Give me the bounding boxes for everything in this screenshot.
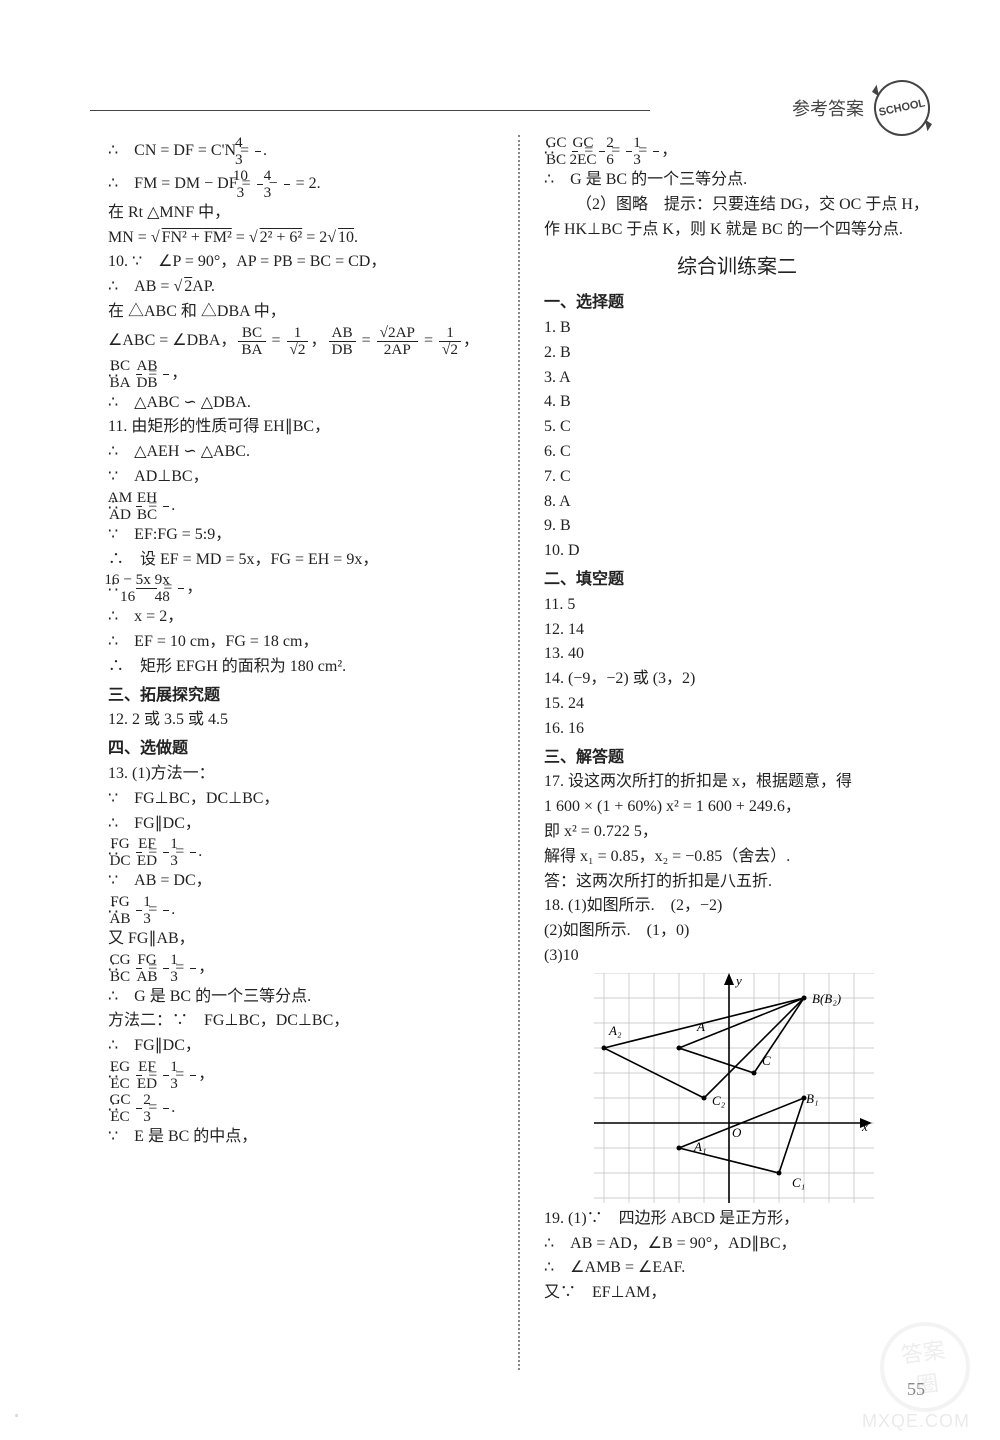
line: （2）图略 提示：只要连结 DG，交 OC 于点 H，	[544, 193, 930, 218]
line: ∴ FGDC = EFED = 13.	[108, 836, 494, 869]
answer-item: 11. 5	[544, 593, 930, 618]
line: ∴ FG∥DC，	[108, 812, 494, 837]
line: ∴ ∠AMB = ∠EAF.	[544, 1256, 930, 1281]
answer-item: 10. D	[544, 539, 930, 564]
subtitle: 综合训练案二	[544, 252, 930, 283]
header-rule	[90, 110, 650, 111]
line: 10. ∵ ∠P = 90°，AP = PB = BC = CD，	[108, 250, 494, 275]
line: MN = √FN² + FM² = √2² + 6² = 2√10.	[108, 226, 494, 251]
line: 19. (1)∵ 四边形 ABCD 是正方形，	[544, 1207, 930, 1232]
answer-item: 4. B	[544, 390, 930, 415]
svg-text:B₁: B₁	[806, 1091, 818, 1106]
line: ∠ABC = ∠DBA，BCBA = 1√2，ABDB = √2AP2AP = …	[108, 325, 494, 358]
answer-item: 13. 40	[544, 642, 930, 667]
answer-item: 2. B	[544, 341, 930, 366]
coordinate-figure: Ox y A A₁ A₂ B(B₂) B₁ C C₁ C₂	[594, 973, 874, 1203]
line: ∴ G 是 BC 的一个三等分点.	[108, 985, 494, 1010]
answer-item: 16. 16	[544, 717, 930, 742]
watermark-dot: ·	[12, 1398, 23, 1430]
line: ∴ △AEH ∽ △ABC.	[108, 440, 494, 465]
line: ∴ FM = DM − DF = 103 − 43 = 2.	[108, 168, 494, 201]
line: 17. 设这两次所打的折扣是 x，根据题意，得	[544, 770, 930, 795]
svg-text:C₂: C₂	[712, 1093, 726, 1108]
line: ∵ AB = DC，	[108, 869, 494, 894]
svg-text:A₁: A₁	[693, 1139, 706, 1154]
answer-item: 12. 14	[544, 618, 930, 643]
answer-item: 5. C	[544, 415, 930, 440]
line: ∴ AMAD = EHBC.	[108, 490, 494, 523]
content-columns: ∴ CN = DF = C'N = 43. ∴ FM = DM − DF = 1…	[108, 135, 930, 1370]
line: 答：这两次所打的折扣是八五折.	[544, 870, 930, 895]
line: ∴ GCBC = GC2EC = 26 = 13，	[544, 135, 930, 168]
line: 又∵ EF⊥AM，	[544, 1281, 930, 1306]
line: ∴ 矩形 EFGH 的面积为 180 cm².	[108, 655, 494, 680]
answer-item: 9. B	[544, 514, 930, 539]
line: 18. (1)如图所示. (2，−2)	[544, 894, 930, 919]
line: ∴ AB = √2AP.	[108, 275, 494, 300]
line: ∴ FGAB = 13.	[108, 894, 494, 927]
line: ∵ EF:FG = 5:9，	[108, 523, 494, 548]
svg-text:C₁: C₁	[792, 1175, 805, 1190]
line: 13. (1)方法一：	[108, 762, 494, 787]
left-column: ∴ CN = DF = C'N = 43. ∴ FM = DM − DF = 1…	[108, 135, 518, 1370]
line: 11. 由矩形的性质可得 EH∥BC，	[108, 415, 494, 440]
line: ∴ AB = AD，∠B = 90°，AD∥BC，	[544, 1232, 930, 1257]
answer-item: 1. B	[544, 316, 930, 341]
line: ∴ x = 2，	[108, 605, 494, 630]
line: ∴ GCEC = 23.	[108, 1092, 494, 1125]
line: ∴ 设 EF = MD = 5x，FG = EH = 9x，	[108, 548, 494, 573]
section-heading: 一、选择题	[544, 291, 930, 316]
line: 作 HK⊥BC 于点 K，则 K 就是 BC 的一个四等分点.	[544, 218, 930, 243]
svg-text:O: O	[732, 1125, 742, 1140]
svg-text:y: y	[734, 973, 742, 988]
answer-item: 15. 24	[544, 692, 930, 717]
fraction: 43	[255, 135, 261, 168]
page-header: 参考答案 SCHOOL	[792, 80, 930, 136]
line: 1 600 × (1 + 60%) x² = 1 600 + 249.6，	[544, 795, 930, 820]
svg-text:x: x	[861, 1119, 868, 1134]
line: 在 Rt △MNF 中，	[108, 201, 494, 226]
section-heading: 三、拓展探究题	[108, 684, 494, 709]
svg-text:A: A	[696, 1019, 705, 1034]
line: 解得 x₁ = 0.85，x₂ = −0.85（舍去）.	[544, 845, 930, 870]
line: ∵ AD⊥BC，	[108, 465, 494, 490]
line: 12. 2 或 3.5 或 4.5	[108, 708, 494, 733]
svg-text:B(B₂): B(B₂)	[812, 991, 841, 1006]
answer-item: 7. C	[544, 465, 930, 490]
watermark-url: MXQE.COM	[862, 1411, 970, 1432]
section-heading: 三、解答题	[544, 746, 930, 771]
answer-item: 8. A	[544, 490, 930, 515]
line: ∴ EGEC = EFED = 13，	[108, 1059, 494, 1092]
answer-item: 6. C	[544, 440, 930, 465]
line: 又 FG∥AB，	[108, 927, 494, 952]
answer-item: 3. A	[544, 366, 930, 391]
line: 即 x² = 0.722 5，	[544, 820, 930, 845]
line: ∴ 16 − 5x16 = 9x48，	[108, 572, 494, 605]
school-logo-icon: SCHOOL	[869, 75, 935, 141]
line: ∴ FG∥DC，	[108, 1034, 494, 1059]
section-heading: 二、填空题	[544, 568, 930, 593]
header-title: 参考答案	[792, 95, 864, 121]
svg-text:C: C	[762, 1053, 771, 1068]
line: ∵ E 是 BC 的中点，	[108, 1125, 494, 1150]
line: ∴ BCBA = ABDB，	[108, 358, 494, 391]
right-column: ∴ GCBC = GC2EC = 26 = 13， ∴ G 是 BC 的一个三等…	[518, 135, 930, 1370]
line: ∴ EF = 10 cm，FG = 18 cm，	[108, 630, 494, 655]
figure-svg: Ox y A A₁ A₂ B(B₂) B₁ C C₁ C₂	[594, 973, 874, 1203]
section-heading: 四、选做题	[108, 737, 494, 762]
svg-text:A₂: A₂	[608, 1023, 622, 1038]
page: 参考答案 SCHOOL ∴ CN = DF = C'N = 43. ∴ FM =…	[0, 0, 1000, 1440]
line: ∴ CN = DF = C'N = 43.	[108, 135, 494, 168]
line: ∴ CGBC = FGAB = 13，	[108, 952, 494, 985]
line: ∴ G 是 BC 的一个三等分点.	[544, 168, 930, 193]
line: (2)如图所示. (1，0)	[544, 919, 930, 944]
line: ∴ △ABC ∽ △DBA.	[108, 391, 494, 416]
line: 在 △ABC 和 △DBA 中，	[108, 300, 494, 325]
line: (3)10	[544, 944, 930, 969]
answer-item: 14. (−9，−2) 或 (3，2)	[544, 667, 930, 692]
line: 方法二：∵ FG⊥BC，DC⊥BC，	[108, 1009, 494, 1034]
line: ∵ FG⊥BC，DC⊥BC，	[108, 787, 494, 812]
